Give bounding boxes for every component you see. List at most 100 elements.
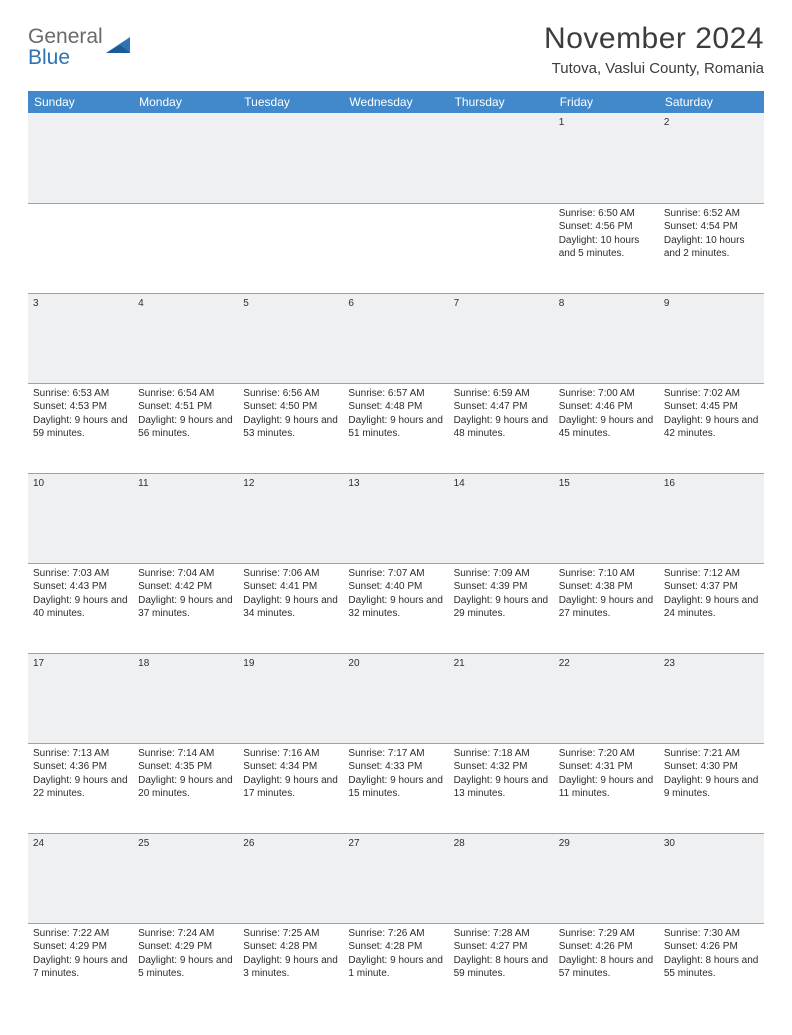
daylight-text: Daylight: 9 hours and 15 minutes. <box>348 774 443 801</box>
day-number <box>343 113 448 203</box>
day-cell: Sunrise: 6:50 AMSunset: 4:56 PMDaylight:… <box>554 203 659 293</box>
day-cell: Sunrise: 7:18 AMSunset: 4:32 PMDaylight:… <box>449 743 554 833</box>
daynum-row: 12 <box>28 113 764 203</box>
sunrise-text: Sunrise: 7:03 AM <box>33 567 128 581</box>
logo-triangle-icon <box>106 35 132 60</box>
sunset-text: Sunset: 4:41 PM <box>243 580 338 594</box>
day-cell: Sunrise: 7:26 AMSunset: 4:28 PMDaylight:… <box>343 923 448 1013</box>
sunrise-text: Sunrise: 7:17 AM <box>348 747 443 761</box>
sunset-text: Sunset: 4:29 PM <box>138 940 233 954</box>
day-info: Sunrise: 6:53 AMSunset: 4:53 PMDaylight:… <box>33 387 128 441</box>
sunrise-text: Sunrise: 7:21 AM <box>664 747 759 761</box>
daylight-text: Daylight: 9 hours and 13 minutes. <box>454 774 549 801</box>
day-number: 29 <box>554 833 659 923</box>
day-number: 18 <box>133 653 238 743</box>
sunset-text: Sunset: 4:56 PM <box>559 220 654 234</box>
sunrise-text: Sunrise: 7:14 AM <box>138 747 233 761</box>
day-info: Sunrise: 7:07 AMSunset: 4:40 PMDaylight:… <box>348 567 443 621</box>
daylight-text: Daylight: 10 hours and 5 minutes. <box>559 234 654 261</box>
day-cell: Sunrise: 7:07 AMSunset: 4:40 PMDaylight:… <box>343 563 448 653</box>
daylight-text: Daylight: 9 hours and 24 minutes. <box>664 594 759 621</box>
daynum-row: 24252627282930 <box>28 833 764 923</box>
day-info: Sunrise: 7:18 AMSunset: 4:32 PMDaylight:… <box>454 747 549 801</box>
sunset-text: Sunset: 4:45 PM <box>664 400 759 414</box>
day-cell: Sunrise: 7:25 AMSunset: 4:28 PMDaylight:… <box>238 923 343 1013</box>
sunset-text: Sunset: 4:28 PM <box>348 940 443 954</box>
sunset-text: Sunset: 4:26 PM <box>664 940 759 954</box>
sunrise-text: Sunrise: 7:10 AM <box>559 567 654 581</box>
day-info: Sunrise: 7:17 AMSunset: 4:33 PMDaylight:… <box>348 747 443 801</box>
sunrise-text: Sunrise: 7:13 AM <box>33 747 128 761</box>
day-cell: Sunrise: 7:30 AMSunset: 4:26 PMDaylight:… <box>659 923 764 1013</box>
day-cell: Sunrise: 6:53 AMSunset: 4:53 PMDaylight:… <box>28 383 133 473</box>
day-number: 17 <box>28 653 133 743</box>
day-info: Sunrise: 6:57 AMSunset: 4:48 PMDaylight:… <box>348 387 443 441</box>
sunrise-text: Sunrise: 7:22 AM <box>33 927 128 941</box>
sunset-text: Sunset: 4:48 PM <box>348 400 443 414</box>
sunset-text: Sunset: 4:32 PM <box>454 760 549 774</box>
day-info: Sunrise: 7:03 AMSunset: 4:43 PMDaylight:… <box>33 567 128 621</box>
day-number: 8 <box>554 293 659 383</box>
daylight-text: Daylight: 8 hours and 59 minutes. <box>454 954 549 981</box>
daylight-text: Daylight: 9 hours and 20 minutes. <box>138 774 233 801</box>
day-number: 22 <box>554 653 659 743</box>
sunset-text: Sunset: 4:47 PM <box>454 400 549 414</box>
sunrise-text: Sunrise: 7:30 AM <box>664 927 759 941</box>
day-number: 27 <box>343 833 448 923</box>
day-cell: Sunrise: 7:13 AMSunset: 4:36 PMDaylight:… <box>28 743 133 833</box>
day-number: 25 <box>133 833 238 923</box>
daylight-text: Daylight: 9 hours and 29 minutes. <box>454 594 549 621</box>
day-cell: Sunrise: 7:12 AMSunset: 4:37 PMDaylight:… <box>659 563 764 653</box>
weekday-header: Thursday <box>449 91 554 113</box>
weekday-header: Tuesday <box>238 91 343 113</box>
day-cell: Sunrise: 7:00 AMSunset: 4:46 PMDaylight:… <box>554 383 659 473</box>
daylight-text: Daylight: 9 hours and 9 minutes. <box>664 774 759 801</box>
day-info: Sunrise: 7:00 AMSunset: 4:46 PMDaylight:… <box>559 387 654 441</box>
day-info: Sunrise: 6:50 AMSunset: 4:56 PMDaylight:… <box>559 207 654 261</box>
day-info: Sunrise: 6:56 AMSunset: 4:50 PMDaylight:… <box>243 387 338 441</box>
day-number: 14 <box>449 473 554 563</box>
day-info: Sunrise: 6:59 AMSunset: 4:47 PMDaylight:… <box>454 387 549 441</box>
daylight-text: Daylight: 9 hours and 51 minutes. <box>348 414 443 441</box>
day-info: Sunrise: 7:06 AMSunset: 4:41 PMDaylight:… <box>243 567 338 621</box>
sunset-text: Sunset: 4:50 PM <box>243 400 338 414</box>
day-number <box>28 113 133 203</box>
sunset-text: Sunset: 4:38 PM <box>559 580 654 594</box>
day-number: 21 <box>449 653 554 743</box>
day-info: Sunrise: 7:22 AMSunset: 4:29 PMDaylight:… <box>33 927 128 981</box>
day-number <box>238 113 343 203</box>
sunset-text: Sunset: 4:31 PM <box>559 760 654 774</box>
day-info: Sunrise: 7:28 AMSunset: 4:27 PMDaylight:… <box>454 927 549 981</box>
daylight-text: Daylight: 9 hours and 5 minutes. <box>138 954 233 981</box>
sunrise-text: Sunrise: 7:02 AM <box>664 387 759 401</box>
week-row: Sunrise: 7:13 AMSunset: 4:36 PMDaylight:… <box>28 743 764 833</box>
sunset-text: Sunset: 4:51 PM <box>138 400 233 414</box>
day-number: 5 <box>238 293 343 383</box>
daylight-text: Daylight: 8 hours and 55 minutes. <box>664 954 759 981</box>
sunset-text: Sunset: 4:40 PM <box>348 580 443 594</box>
sunset-text: Sunset: 4:35 PM <box>138 760 233 774</box>
sunset-text: Sunset: 4:39 PM <box>454 580 549 594</box>
day-number: 20 <box>343 653 448 743</box>
sunrise-text: Sunrise: 6:53 AM <box>33 387 128 401</box>
logo-general-text: General <box>28 25 103 48</box>
day-number: 26 <box>238 833 343 923</box>
day-info: Sunrise: 6:54 AMSunset: 4:51 PMDaylight:… <box>138 387 233 441</box>
sunrise-text: Sunrise: 7:18 AM <box>454 747 549 761</box>
day-number: 1 <box>554 113 659 203</box>
weekday-header-row: Sunday Monday Tuesday Wednesday Thursday… <box>28 91 764 113</box>
sunset-text: Sunset: 4:54 PM <box>664 220 759 234</box>
day-cell: Sunrise: 7:03 AMSunset: 4:43 PMDaylight:… <box>28 563 133 653</box>
day-info: Sunrise: 7:26 AMSunset: 4:28 PMDaylight:… <box>348 927 443 981</box>
day-info: Sunrise: 7:20 AMSunset: 4:31 PMDaylight:… <box>559 747 654 801</box>
month-title: November 2024 <box>544 22 764 56</box>
sunrise-text: Sunrise: 7:16 AM <box>243 747 338 761</box>
day-cell: Sunrise: 7:29 AMSunset: 4:26 PMDaylight:… <box>554 923 659 1013</box>
day-info: Sunrise: 7:16 AMSunset: 4:34 PMDaylight:… <box>243 747 338 801</box>
daylight-text: Daylight: 9 hours and 40 minutes. <box>33 594 128 621</box>
day-cell: Sunrise: 7:20 AMSunset: 4:31 PMDaylight:… <box>554 743 659 833</box>
day-cell: Sunrise: 7:17 AMSunset: 4:33 PMDaylight:… <box>343 743 448 833</box>
day-cell <box>28 203 133 293</box>
day-cell: Sunrise: 6:52 AMSunset: 4:54 PMDaylight:… <box>659 203 764 293</box>
day-info: Sunrise: 7:13 AMSunset: 4:36 PMDaylight:… <box>33 747 128 801</box>
